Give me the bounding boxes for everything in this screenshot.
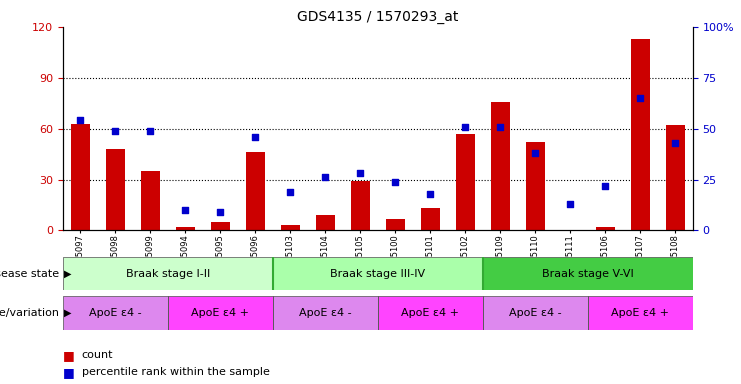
Point (459, 124, 471, 130)
Text: Braak stage III-IV: Braak stage III-IV (330, 268, 425, 279)
Point (390, 179, 402, 185)
Text: Braak stage V-VI: Braak stage V-VI (542, 268, 634, 279)
Bar (588, 296, 693, 330)
Text: ApoE ε4 +: ApoE ε4 + (402, 308, 459, 318)
Bar (106, 149, 125, 230)
Title: GDS4135 / 1570293_at: GDS4135 / 1570293_at (297, 10, 459, 25)
Bar (71, 124, 90, 230)
Point (425, 191, 436, 197)
Point (599, 182, 611, 189)
Bar (316, 215, 335, 230)
Text: ▶: ▶ (64, 308, 72, 318)
Bar (491, 101, 510, 230)
Point (75, 118, 87, 124)
Text: disease state: disease state (0, 268, 59, 279)
Bar (211, 222, 230, 230)
Point (634, 95, 646, 101)
Bar (596, 227, 615, 230)
Bar (63, 257, 273, 290)
Point (529, 150, 541, 156)
Point (494, 124, 506, 130)
Bar (350, 181, 370, 230)
Bar (421, 209, 440, 230)
Bar (63, 296, 168, 330)
Text: ApoE ε4 -: ApoE ε4 - (299, 308, 352, 318)
Bar (141, 171, 160, 230)
Text: genotype/variation: genotype/variation (0, 308, 59, 318)
Bar (378, 296, 483, 330)
Point (354, 170, 366, 177)
Text: ▶: ▶ (64, 268, 72, 279)
Bar (246, 152, 265, 230)
Point (319, 174, 331, 180)
Point (144, 127, 156, 134)
Point (179, 207, 191, 213)
Point (669, 140, 681, 146)
Point (250, 134, 262, 140)
Text: Braak stage I-II: Braak stage I-II (126, 268, 210, 279)
Text: ■: ■ (63, 349, 75, 362)
Bar (483, 257, 693, 290)
Text: ApoE ε4 +: ApoE ε4 + (611, 308, 669, 318)
Bar (665, 125, 685, 230)
Bar (456, 134, 475, 230)
Bar (273, 257, 483, 290)
Point (285, 189, 296, 195)
Bar (273, 296, 378, 330)
Text: ApoE ε4 +: ApoE ε4 + (191, 308, 250, 318)
Bar (168, 296, 273, 330)
Bar (281, 225, 300, 230)
Bar (176, 227, 195, 230)
Text: ■: ■ (63, 366, 75, 379)
Bar (483, 296, 588, 330)
Point (215, 209, 227, 215)
Point (110, 127, 122, 134)
Text: ApoE ε4 -: ApoE ε4 - (89, 308, 142, 318)
Point (565, 201, 576, 207)
Bar (631, 39, 650, 230)
Text: percentile rank within the sample: percentile rank within the sample (82, 367, 270, 377)
Text: count: count (82, 350, 113, 360)
Bar (386, 218, 405, 230)
Text: ApoE ε4 -: ApoE ε4 - (509, 308, 562, 318)
Bar (526, 142, 545, 230)
